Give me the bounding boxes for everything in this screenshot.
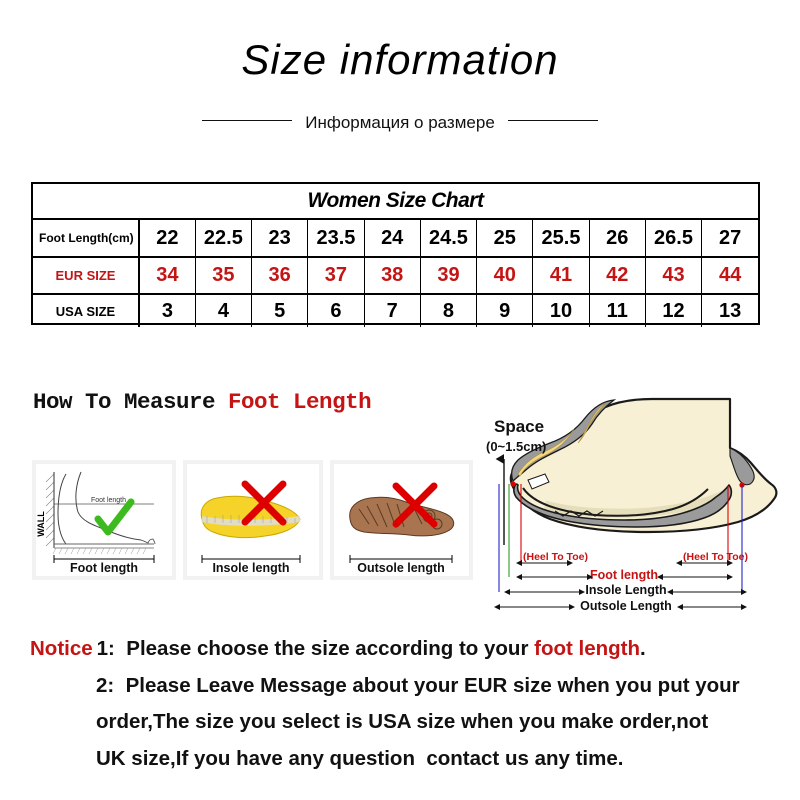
svg-text:(0~1.5cm): (0~1.5cm): [486, 439, 546, 454]
svg-text:Foot length: Foot length: [590, 568, 658, 582]
svg-text:Foot length: Foot length: [91, 497, 126, 504]
svg-text:Outsole Length: Outsole Length: [580, 599, 672, 613]
svg-text:Foot length: Foot length: [70, 561, 138, 575]
svg-text:WALL: WALL: [36, 511, 46, 537]
svg-text:(Heel To Toe): (Heel To Toe): [523, 551, 588, 563]
svg-text:Space: Space: [494, 417, 544, 436]
svg-text:Insole length: Insole length: [212, 561, 289, 575]
svg-text:(Heel To Toe): (Heel To Toe): [683, 551, 748, 563]
svg-text:Outsole length: Outsole length: [357, 561, 445, 575]
svg-text:Insole Length: Insole Length: [585, 583, 666, 597]
